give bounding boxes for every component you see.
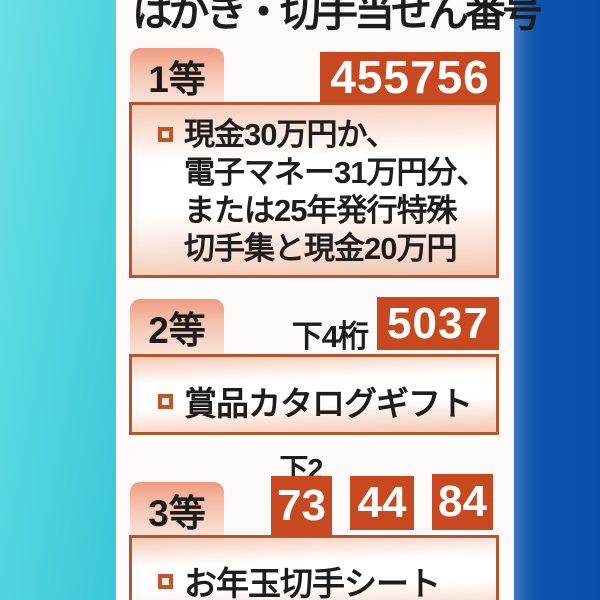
prize-row: お年玉切手シート [132, 538, 496, 600]
prize-line: お年玉切手シート [184, 565, 441, 600]
prize-line: 電子マネー31万円分、 [184, 155, 487, 190]
prize-line: または25年発行特殊 [184, 193, 457, 228]
winning-number-third-prize-2: 44 [350, 476, 414, 530]
digits-label-last4: 下4桁 [291, 319, 369, 354]
left-cyan-stripe [0, 0, 116, 600]
square-bullet-icon [158, 573, 173, 589]
prize-description-box-first: 現金30万円か、 電子マネー31万円分、 または25年発行特殊 切手集と現金20… [129, 102, 499, 278]
page-title: はがき・切手当せん番号 [132, 0, 543, 35]
prize-row: 賞品カタログギフト [132, 357, 496, 425]
square-bullet-icon [158, 127, 173, 142]
prize-description-box-third: お年玉切手シート [129, 535, 499, 600]
winning-number-third-prize-1: 73 [271, 476, 332, 535]
content-panel: はがき・切手当せん番号 1等 455756 現金30万円か、 電子マネー31万円… [116, 0, 543, 600]
rank-label-second-prize: 2等 [130, 299, 224, 354]
prize-line: 切手集と現金20万円 [184, 231, 457, 266]
square-bullet-icon [158, 393, 173, 409]
prize-line: 現金30万円か、 [184, 117, 397, 152]
prize-line: 賞品カタログギフト [184, 385, 473, 422]
prize-description-box-second: 賞品カタログギフト [129, 354, 499, 435]
rank-label-third-prize: 3等 [130, 482, 224, 537]
right-blue-band [514, 0, 600, 600]
winning-number-first-prize: 455756 [320, 51, 500, 103]
winning-number-third-prize-3: 84 [432, 474, 493, 530]
rank-label-first-prize: 1等 [130, 48, 224, 103]
winning-number-second-prize: 5037 [377, 297, 499, 350]
